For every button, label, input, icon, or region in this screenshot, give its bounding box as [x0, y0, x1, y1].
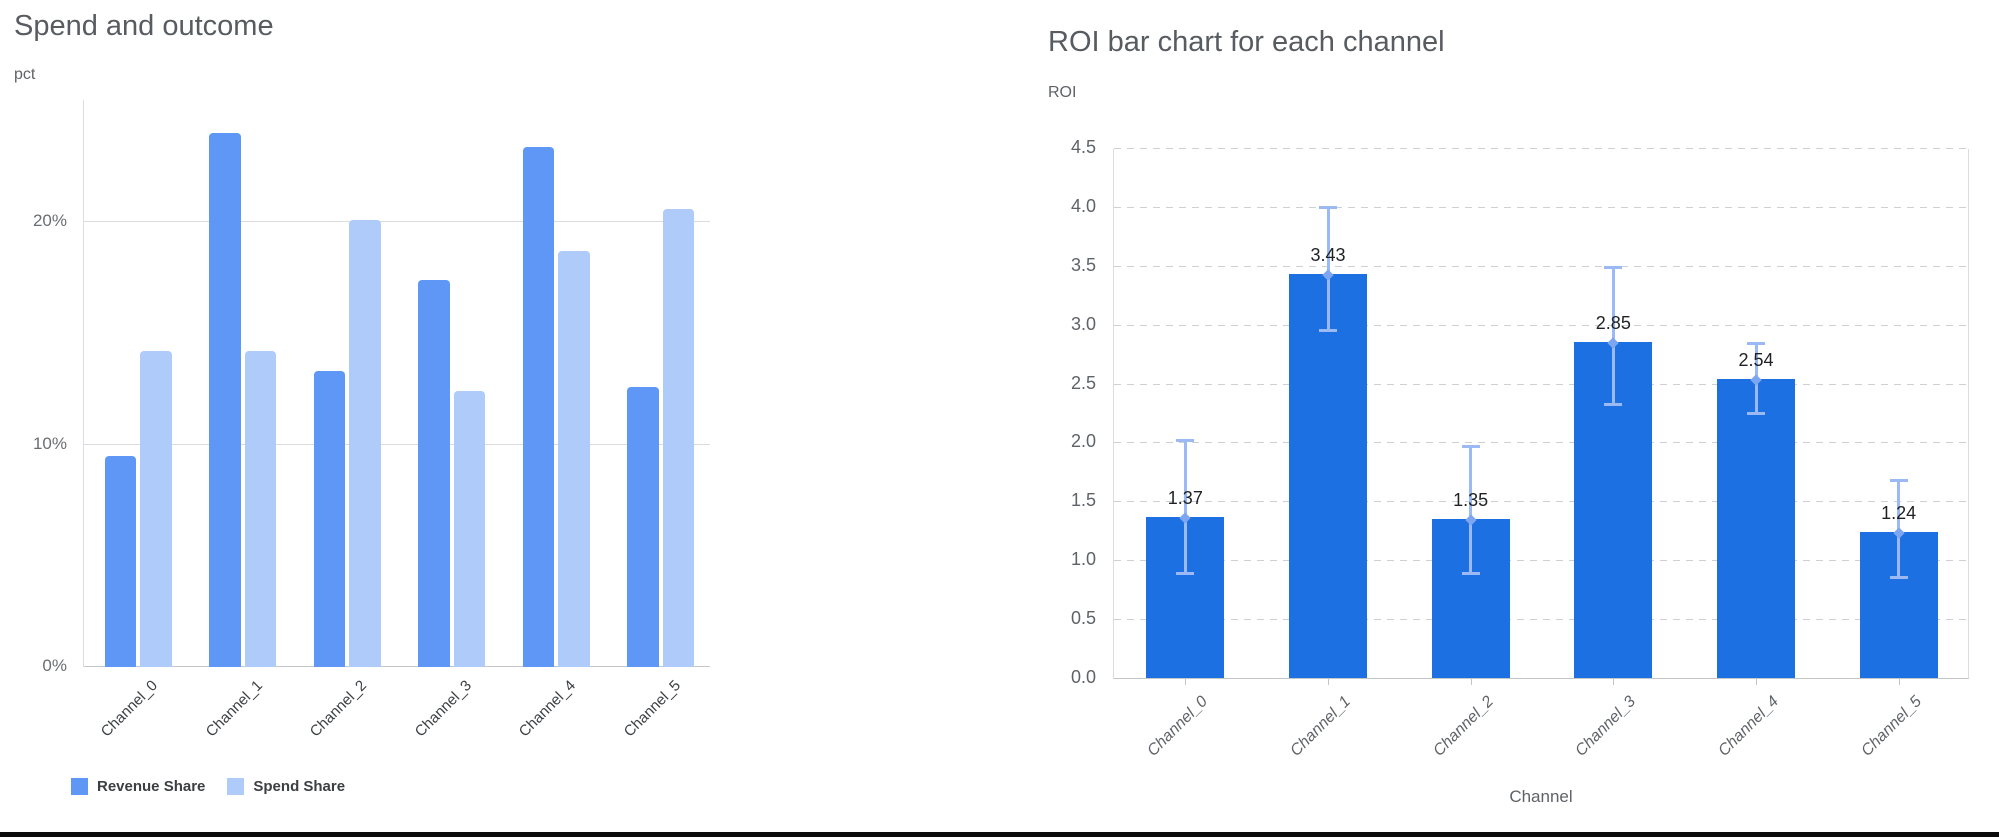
bar-spend-share-channel-1[interactable] — [244, 351, 276, 667]
gridline — [83, 443, 710, 445]
gridline — [83, 221, 710, 223]
y-tick-label: 3.5 — [1070, 254, 1096, 275]
y-tick-label: 1.5 — [1070, 490, 1096, 511]
right-plot-area: 0.0 0.5 1.0 1.5 2.0 2.5 3.0 3.5 4.0 4.5 1.37 Channe… — [1071, 137, 1969, 760]
right-y-axis-unit-label: ROI — [1048, 84, 1077, 101]
y-tick-label: 3.0 — [1070, 313, 1096, 334]
error-cap-top-channel-3 — [1604, 265, 1623, 269]
legend-item-spend-share[interactable]: Spend Share — [227, 778, 345, 795]
gridline — [1114, 383, 1968, 385]
bar-value-label-channel-4: 2.54 — [1738, 349, 1774, 370]
gridline — [1114, 206, 1968, 208]
right-x-axis-title: Channel — [1509, 787, 1573, 806]
error-bar-channel-3 — [1611, 265, 1615, 406]
gridline — [1114, 501, 1968, 503]
gridline — [1114, 148, 1968, 149]
bar-revenue-share-channel-2[interactable] — [313, 371, 345, 667]
error-bar-channel-2 — [1469, 444, 1473, 576]
gridline — [1114, 619, 1968, 621]
gridline — [1114, 442, 1968, 444]
x-tick-mark-channel-0 — [1185, 679, 1187, 685]
y-tick-label: 2.5 — [1070, 372, 1096, 393]
bar-revenue-share-channel-0[interactable] — [104, 455, 136, 667]
bar-revenue-share-channel-1[interactable] — [209, 133, 241, 667]
error-cap-top-channel-2 — [1461, 444, 1480, 448]
gridline — [1114, 560, 1968, 562]
bar-spend-share-channel-3[interactable] — [453, 391, 485, 667]
bar-value-label-channel-2: 1.35 — [1453, 490, 1489, 510]
error-cap-top-channel-1 — [1319, 205, 1337, 209]
error-bar-channel-0 — [1183, 438, 1187, 576]
x-tick-mark-channel-5 — [1898, 679, 1900, 685]
legend-swatch-revenue-share — [71, 778, 88, 795]
x-tick-mark-channel-3 — [1613, 679, 1615, 685]
error-cap-bottom-channel-0 — [1176, 572, 1195, 576]
y-tick-label: 1.0 — [1070, 549, 1096, 570]
error-bar-channel-1 — [1326, 205, 1330, 332]
y-tick-label: 10% — [32, 433, 67, 453]
left-chart-title: Spend and outcome — [14, 10, 274, 42]
gridline — [1114, 324, 1968, 326]
error-cap-top-channel-0 — [1176, 438, 1195, 442]
error-cap-bottom-channel-2 — [1461, 572, 1480, 576]
gridline — [83, 666, 710, 667]
y-tick-label: 20% — [32, 211, 67, 231]
bar-spend-share-channel-0[interactable] — [140, 351, 172, 667]
bar-value-label-channel-1: 3.43 — [1310, 245, 1346, 266]
error-cap-top-channel-5 — [1889, 478, 1908, 482]
legend-label-revenue-share: Revenue Share — [97, 778, 206, 795]
legend-swatch-spend-share — [227, 778, 245, 795]
y-tick-label: 0% — [42, 656, 67, 675]
y-tick-label: 0.0 — [1070, 667, 1096, 687]
legend-label-spend-share: Spend Share — [253, 778, 346, 795]
bar-revenue-share-channel-3[interactable] — [418, 280, 450, 667]
bar-value-label-channel-3: 2.85 — [1595, 313, 1631, 334]
y-tick-label: 0.5 — [1070, 608, 1096, 629]
bar-revenue-share-channel-5[interactable] — [627, 386, 659, 667]
error-cap-bottom-channel-3 — [1604, 402, 1623, 406]
x-tick-label-channel-5: Channel_5 — [620, 677, 684, 741]
x-tick-mark-channel-2 — [1470, 679, 1472, 685]
error-cap-top-channel-4 — [1747, 342, 1765, 346]
y-axis-line — [83, 100, 84, 667]
right-chart-title: ROI bar chart for each channel — [1048, 26, 1445, 58]
bar-spend-share-channel-5[interactable] — [662, 208, 694, 667]
error-cap-bottom-channel-1 — [1319, 328, 1337, 332]
left-y-axis-unit-label: pct — [14, 66, 36, 83]
x-tick-mark-channel-1 — [1328, 679, 1329, 685]
left-plot-area: 0% 10% 20% Channel_0 Channel_1 Channel_2 Chann… — [33, 100, 710, 740]
gridline — [1114, 265, 1968, 267]
error-cap-bottom-channel-5 — [1889, 575, 1908, 579]
bottom-border-line — [0, 832, 1999, 837]
bar-roi-channel-1[interactable] — [1289, 274, 1367, 678]
y-tick-label: 4.0 — [1070, 195, 1096, 216]
y-tick-label: 4.5 — [1070, 137, 1096, 157]
bar-spend-share-channel-2[interactable] — [349, 220, 381, 667]
legend-item-revenue-share[interactable]: Revenue Share — [71, 778, 205, 795]
left-chart-legend: Revenue Share Spend Share — [71, 778, 345, 795]
bar-value-label-channel-5: 1.24 — [1881, 502, 1917, 523]
bar-value-label-channel-0: 1.37 — [1167, 487, 1203, 508]
bar-revenue-share-channel-4[interactable] — [522, 146, 554, 667]
bar-roi-channel-4[interactable] — [1717, 378, 1795, 678]
x-tick-mark-channel-4 — [1756, 679, 1757, 685]
bar-spend-share-channel-4[interactable] — [558, 251, 590, 667]
y-tick-label: 2.0 — [1070, 431, 1096, 452]
error-cap-bottom-channel-4 — [1747, 412, 1765, 416]
